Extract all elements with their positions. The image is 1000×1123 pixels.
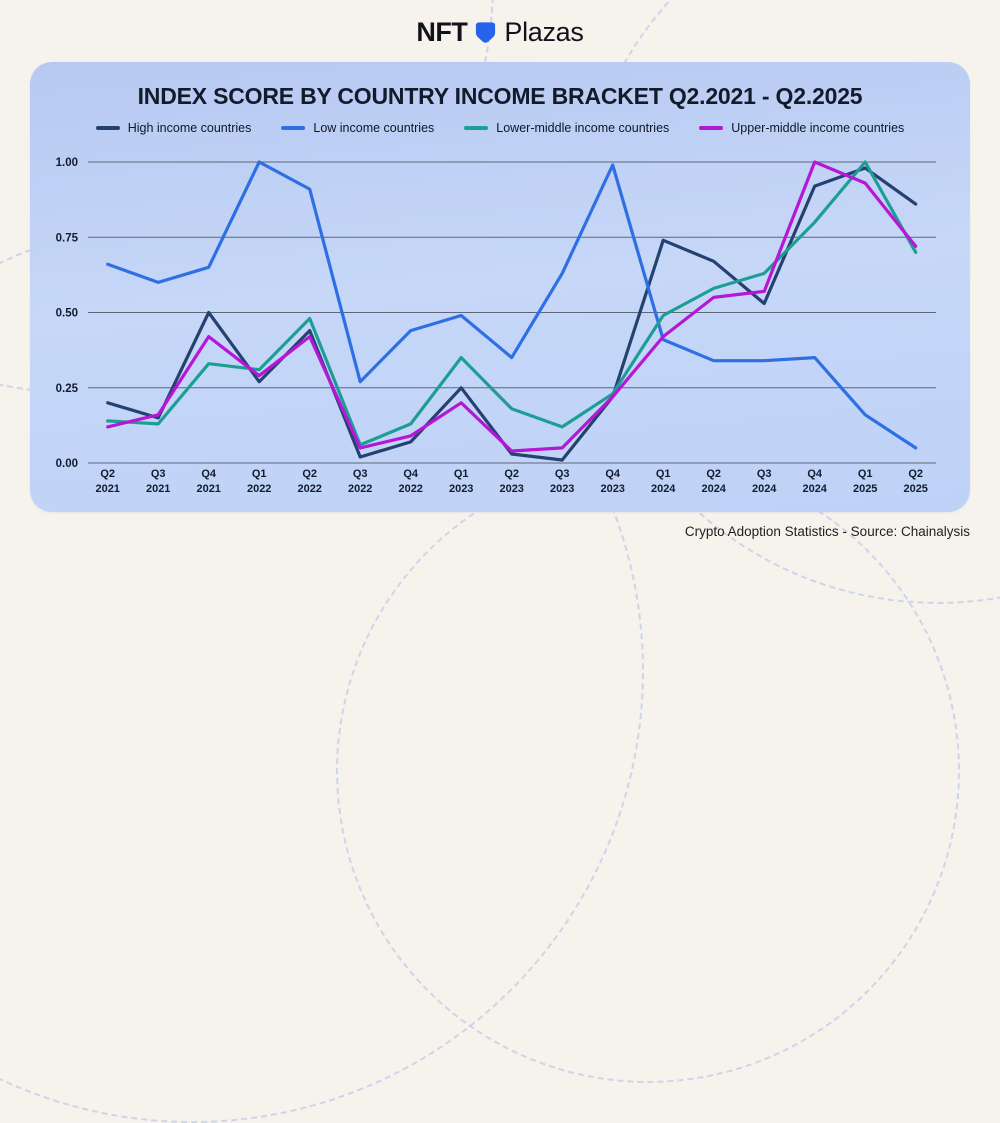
x-axis-tick-label: Q4 2021 (196, 468, 220, 495)
x-axis-tick-label: Q2 2022 (297, 468, 321, 495)
line-chart: 0.00 0.25 0.50 0.75 1.00 Q2 2021 Q3 2021 Q4 2021 Q1… (56, 157, 936, 495)
x-axis-tick-label: Q1 2022 (247, 468, 271, 495)
site-header: NFT Plazas (0, 10, 1000, 54)
decor-dashed-arc (336, 459, 960, 1083)
legend-item: Lower-middle income countries (464, 121, 669, 135)
y-axis-tick-label: 0.75 (56, 232, 79, 244)
legend-item: Upper-middle income countries (699, 121, 904, 135)
x-axis-tick-label: Q4 2024 (802, 468, 827, 495)
x-axis-tick-label: Q2 2025 (903, 468, 927, 495)
y-axis-tick-label: 0.50 (56, 308, 78, 320)
source-caption: Crypto Adoption Statistics - Source: Cha… (684, 524, 970, 539)
logo-text-plazas: Plazas (504, 16, 584, 47)
series-line-lower-middle-income-countries (106, 160, 918, 447)
x-axis-tick-label: Q4 2023 (600, 468, 624, 495)
series-line-high-income-countries (106, 166, 918, 462)
chart-card: INDEX SCORE BY COUNTRY INCOME BRACKET Q2… (30, 62, 970, 512)
logo-text-nft: NFT (416, 16, 468, 47)
legend-label: Upper-middle income countries (731, 121, 905, 135)
legend-swatch (281, 126, 306, 130)
x-axis-tick-label: Q1 2023 (449, 468, 473, 495)
y-axis-tick-label: 0.00 (56, 458, 78, 470)
legend-item: High income countries (95, 121, 252, 135)
legend-label: Low income countries (313, 121, 435, 135)
legend-label: High income countries (127, 121, 252, 135)
x-axis-tick-label: Q3 2024 (752, 468, 777, 495)
legend-swatch (464, 126, 489, 130)
x-axis-tick-label: Q2 2021 (95, 468, 119, 495)
legend-swatch (95, 126, 120, 130)
legend: High income countries Low income countrie… (30, 121, 970, 135)
chart-title: INDEX SCORE BY COUNTRY INCOME BRACKET Q2… (137, 83, 863, 109)
x-axis-tick-label: Q3 2023 (550, 468, 574, 495)
series-line-low-income-countries (106, 160, 918, 450)
x-axis-tick-label: Q3 2022 (348, 468, 372, 495)
x-axis-tick-label: Q3 2021 (146, 468, 170, 495)
nft-plazas-shield-icon (473, 20, 498, 45)
y-axis-tick-label: 0.25 (56, 383, 79, 395)
x-axis-tick-label: Q1 2025 (853, 468, 877, 495)
x-axis-tick-label: Q4 2022 (398, 468, 422, 495)
y-axis-tick-label: 1.00 (56, 157, 78, 169)
x-axis-tick-label: Q1 2024 (651, 468, 676, 495)
legend-item: Low income countries (281, 121, 434, 135)
legend-swatch (699, 126, 724, 130)
series-line-upper-middle-income-countries (106, 160, 918, 453)
x-axis-tick-label: Q2 2023 (499, 468, 523, 495)
legend-label: Lower-middle income countries (496, 121, 670, 135)
x-axis-tick-label: Q2 2024 (701, 468, 726, 495)
